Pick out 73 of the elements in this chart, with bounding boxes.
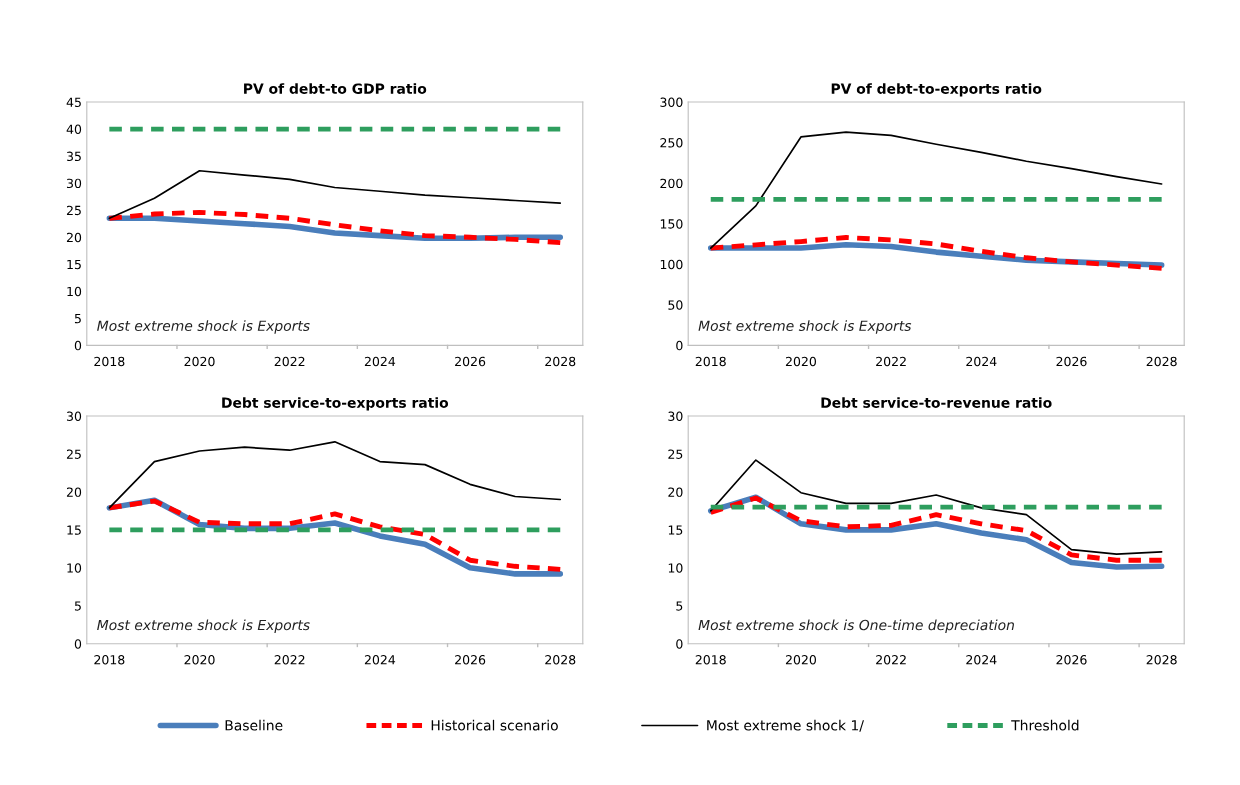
x-tick-label: 2026 [455, 655, 486, 665]
x-tick-label: 2018 [695, 356, 726, 367]
y-tick-label: 15 [67, 259, 81, 270]
x-tick-label: 2026 [1056, 356, 1087, 367]
x-tick-label: 2022 [274, 356, 305, 367]
y-tick-label: 25 [66, 449, 81, 459]
y-tick-label: 100 [660, 259, 683, 270]
x-tick-label: 2024 [364, 655, 396, 665]
y-tick-label: 5 [74, 314, 81, 324]
y-tick-label: 50 [668, 300, 683, 310]
y-tick-label: 0 [74, 639, 82, 649]
y-tick-label: 25 [66, 205, 81, 216]
y-tick-label: 30 [66, 178, 82, 189]
chart-title: Debt service-to-revenue ratio [821, 397, 1052, 408]
y-tick-label: 0 [676, 340, 683, 351]
y-tick-label: 20 [668, 487, 683, 497]
x-tick-label: 2024 [966, 356, 997, 367]
x-tick-label: 2028 [545, 356, 576, 367]
annotation: Most extreme shock is Exports [698, 320, 912, 334]
line-series [108, 441, 562, 509]
line-series [709, 459, 1163, 555]
y-tick-label: 30 [66, 411, 82, 421]
y-tick-label: 0 [74, 340, 82, 351]
x-tick-label: 2028 [1146, 655, 1177, 665]
annotation: Most extreme shock is Exports [97, 320, 310, 334]
y-tick-label: 20 [66, 487, 82, 497]
y-tick-label: 15 [668, 525, 683, 535]
x-tick-label: 2028 [545, 655, 576, 665]
chart-title: Debt service-to-exports ratio [222, 397, 449, 411]
line-series [108, 169, 562, 220]
legend-label: Most extreme shock 1/ [707, 719, 864, 732]
y-tick-label: 5 [74, 601, 81, 611]
x-tick-label: 2024 [966, 655, 997, 665]
annotation: Most extreme shock is Exports [97, 619, 310, 633]
y-tick-label: 45 [66, 97, 81, 107]
y-tick-label: 150 [660, 219, 683, 229]
y-tick-label: 0 [676, 639, 683, 649]
line-series [106, 209, 563, 246]
x-tick-label: 2020 [184, 356, 215, 367]
y-tick-label: 35 [66, 151, 81, 162]
chart-title: PV of debt-to-exports ratio [831, 83, 1042, 97]
line-series [708, 235, 1165, 271]
x-tick-label: 2024 [364, 356, 396, 367]
x-tick-label: 2018 [94, 655, 125, 665]
y-tick-label: 10 [67, 286, 82, 297]
y-tick-label: 20 [66, 232, 82, 243]
x-tick-label: 2022 [274, 655, 305, 665]
y-tick-label: 200 [660, 178, 683, 189]
x-tick-label: 2020 [785, 356, 816, 367]
x-tick-label: 2028 [1146, 356, 1177, 367]
x-tick-label: 2022 [876, 356, 906, 367]
x-tick-label: 2018 [695, 655, 726, 665]
y-tick-label: 250 [660, 138, 683, 148]
y-tick-label: 10 [668, 563, 683, 573]
x-tick-label: 2026 [455, 356, 486, 367]
y-tick-label: 40 [66, 124, 82, 135]
x-tick-label: 2020 [184, 655, 215, 665]
y-tick-label: 5 [676, 601, 683, 611]
line-series [709, 131, 1163, 249]
x-tick-label: 2026 [1056, 655, 1087, 665]
y-tick-label: 30 [668, 411, 683, 421]
legend-label: Baseline [225, 719, 283, 731]
x-tick-label: 2020 [785, 655, 816, 665]
annotation: Most extreme shock is One-time depreciation [698, 619, 1014, 633]
chart-title: PV of debt-to GDP ratio [244, 83, 427, 94]
x-tick-label: 2018 [94, 356, 125, 367]
x-tick-label: 2022 [876, 655, 906, 665]
legend-label: Threshold [1011, 719, 1079, 731]
legend-label: Historical scenario [431, 719, 558, 731]
y-tick-label: 25 [668, 449, 683, 459]
y-tick-label: 15 [67, 525, 81, 535]
y-tick-label: 300 [660, 97, 683, 107]
y-tick-label: 10 [67, 563, 82, 573]
